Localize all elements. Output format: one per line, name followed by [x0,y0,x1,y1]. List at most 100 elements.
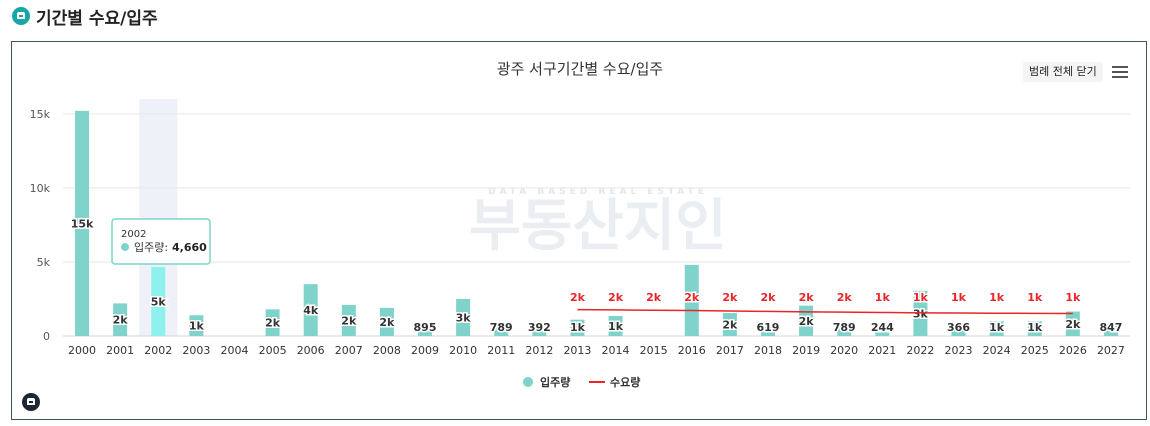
watermark-sub: DATA BASED REAL ESTATE [488,187,708,197]
x-tick-label: 2001 [106,344,134,357]
bar-data-label: 15k [71,217,94,230]
bar-data-label: 5k [151,295,167,308]
page-header: 기간별 수요/입주 [12,4,158,29]
x-tick-label: 2027 [1097,344,1125,357]
bar-data-label: 1k [989,321,1005,334]
bar[interactable] [189,315,204,336]
x-tick-label: 2023 [945,344,973,357]
tooltip-value: 4,660 [172,241,207,254]
bar[interactable] [303,284,318,336]
line-data-label: 2k [646,291,662,304]
bar-data-label: 3k [913,307,929,320]
line-data-label: 1k [951,291,967,304]
bar-data-label: 895 [414,321,437,334]
line-data-label: 2k [570,291,586,304]
line-data-label: 1k [1065,291,1081,304]
x-tick-label: 2024 [983,344,1011,357]
x-tick-label: 2011 [487,344,515,357]
bar-data-label: 2k [379,316,395,329]
y-tick-label: 0 [43,330,50,343]
x-tick-label: 2014 [602,344,630,357]
bar-data-label: 366 [947,321,970,334]
bar-data-label: 392 [528,321,551,334]
home-icon [12,7,30,25]
bar[interactable] [608,316,623,336]
bar-data-label: 2k [722,319,738,332]
page-title: 기간별 수요/입주 [36,8,158,29]
x-tick-label: 2010 [449,344,477,357]
line-data-label: 2k [799,291,815,304]
bar[interactable] [951,330,966,336]
line-data-label: 1k [913,291,929,304]
bar[interactable] [570,319,585,336]
bar[interactable] [1065,311,1080,336]
x-tick-label: 2004 [220,344,248,357]
line-data-label: 1k [1027,291,1043,304]
bar-data-label: 2k [113,314,129,327]
x-tick-label: 2021 [868,344,896,357]
x-tick-label: 2007 [335,344,363,357]
bar-data-label: 2k [799,315,815,328]
bar[interactable] [418,322,433,336]
bar-data-label: 1k [570,321,586,334]
legend-bar-marker [523,377,533,387]
y-tick-label: 5k [37,256,51,269]
x-tick-label: 2012 [525,344,553,357]
line-data-label: 1k [989,291,1005,304]
x-tick-label: 2017 [716,344,744,357]
x-tick-label: 2000 [68,344,96,357]
bar-data-label: 789 [833,321,856,334]
x-tick-label: 2026 [1059,344,1087,357]
bar-data-label: 789 [490,321,513,334]
line-data-label: 1k [875,291,891,304]
x-tick-label: 2016 [678,344,706,357]
brand-logo-icon[interactable] [22,393,40,411]
bar-data-label: 4k [303,304,319,317]
x-tick-label: 2025 [1021,344,1049,357]
chart-title: 광주 서구기간별 수요/입주 [497,60,663,78]
x-tick-label: 2013 [563,344,591,357]
legend-line-label: 수요량 [610,376,640,389]
bar-data-label: 2k [1065,318,1081,331]
line-data-label: 2k [760,291,776,304]
bar[interactable] [456,298,471,336]
bar-data-label: 2k [265,317,281,330]
bar-data-label: 3k [456,311,472,324]
x-tick-label: 2018 [754,344,782,357]
bar[interactable] [1103,323,1118,336]
x-tick-label: 2003 [182,344,210,357]
bar[interactable] [799,305,814,336]
bar-data-label: 1k [608,320,624,333]
bar-data-label: 1k [1027,321,1043,334]
legend-bar-label: 입주량 [540,376,570,389]
line-data-label: 2k [837,291,853,304]
bar[interactable] [760,326,775,336]
y-tick-label: 10k [30,182,51,195]
line-data-label: 2k [608,291,624,304]
bar[interactable] [75,110,90,336]
bar[interactable] [837,324,852,336]
hamburger-menu-icon[interactable] [1112,66,1128,78]
x-tick-label: 2022 [906,344,934,357]
demand-line [577,308,1073,315]
line-data-label: 2k [684,291,700,304]
bar[interactable] [113,303,128,336]
tooltip-series: 입주량: [134,241,168,254]
bar[interactable] [379,307,394,336]
tooltip-box [111,218,211,265]
bar[interactable] [494,324,509,336]
legend-toggle-button[interactable]: 범례 전체 닫기 [1023,62,1103,82]
bar[interactable] [722,313,737,336]
bar[interactable] [1027,321,1042,336]
x-tick-label: 2019 [792,344,820,357]
bar[interactable] [684,264,699,336]
y-tick-label: 15k [30,108,51,121]
bar[interactable] [532,330,547,336]
bar[interactable] [875,332,890,336]
bar[interactable] [989,321,1004,336]
bar[interactable] [265,309,280,336]
bar[interactable] [341,304,356,336]
bar[interactable] [151,266,166,336]
x-tick-label: 2008 [373,344,401,357]
